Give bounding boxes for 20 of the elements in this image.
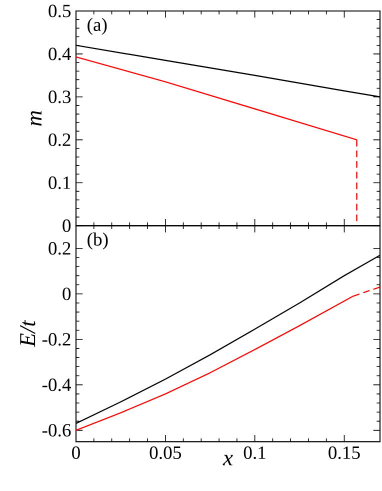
y-tick-label: 0: [62, 288, 71, 300]
annotation: (a): [88, 18, 107, 35]
x-tick-label: 0: [72, 446, 80, 459]
y-axis-title: E/t: [20, 320, 36, 348]
x-axis-title: x: [222, 454, 233, 466]
annotation: (b): [88, 232, 108, 250]
y-tick-label: 0: [62, 219, 71, 232]
x-tick-label: 0.15: [328, 446, 360, 460]
y-tick-label: -0.2: [42, 333, 70, 346]
x-tick-label: 0.1: [244, 446, 266, 460]
y-tick-label: 0.5: [48, 4, 71, 18]
y-tick-label: -0.4: [42, 378, 72, 392]
y-tick-label: -0.6: [42, 424, 71, 437]
y-tick-label: 0.2: [48, 133, 70, 146]
y-axis-title: m: [30, 111, 42, 126]
y-tick-label: 0.2: [48, 242, 70, 255]
y-tick-label: 0.1: [48, 176, 70, 190]
y-tick-label: 0.3: [48, 90, 71, 104]
x-tick-label: 0.05: [150, 446, 182, 460]
y-tick-label: 0.4: [48, 48, 72, 60]
